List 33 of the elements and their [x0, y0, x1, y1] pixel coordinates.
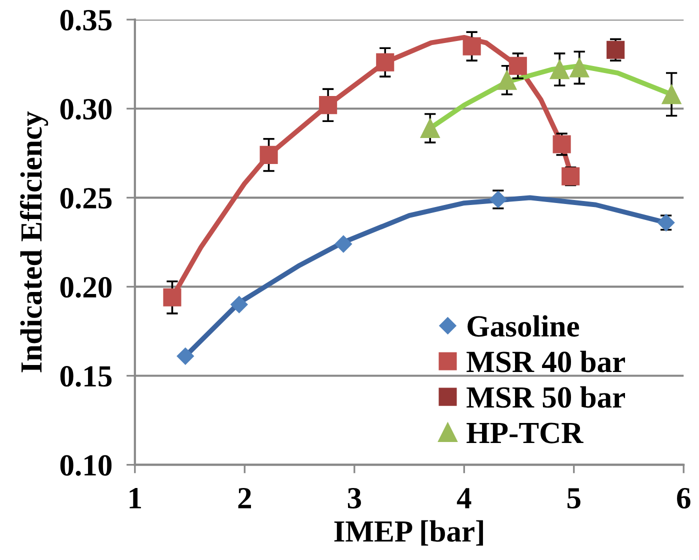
point [508, 56, 527, 75]
point [260, 146, 278, 164]
point [497, 70, 517, 90]
x-tick-label: 3 [348, 488, 361, 509]
y-tick-label: 0.20 [60, 277, 112, 298]
point [552, 135, 571, 154]
point [550, 60, 570, 80]
point [462, 37, 481, 56]
y-tick-label: 0.35 [60, 10, 112, 31]
point [376, 53, 394, 72]
point [420, 118, 440, 138]
point [334, 235, 352, 253]
point [570, 58, 590, 78]
x-axis-title: IMEP [bar] [334, 520, 483, 546]
legend-label: HP-TCR [466, 422, 584, 444]
x-tick-label: 2 [238, 488, 251, 508]
point [163, 288, 182, 306]
legend-label: MSR 50 bar [466, 386, 625, 408]
legend-label: MSR 40 bar [466, 350, 625, 372]
y-tick-label: 0.15 [60, 366, 112, 387]
y-tick-label: 0.10 [60, 455, 112, 476]
x-tick-label: 1 [130, 488, 141, 508]
y-tick-label: 0.30 [60, 98, 112, 120]
x-tick-label: 5 [567, 488, 580, 509]
x-tick-label: 6 [677, 488, 690, 509]
point [230, 296, 248, 314]
y-axis-title: Indicated Efficiency [20, 111, 48, 372]
point [176, 348, 194, 365]
point [662, 84, 682, 104]
y-tick-label: 0.25 [60, 188, 112, 209]
point [319, 96, 338, 114]
x-tick-label: 4 [456, 488, 472, 508]
legend-label: Gasoline [468, 315, 580, 337]
